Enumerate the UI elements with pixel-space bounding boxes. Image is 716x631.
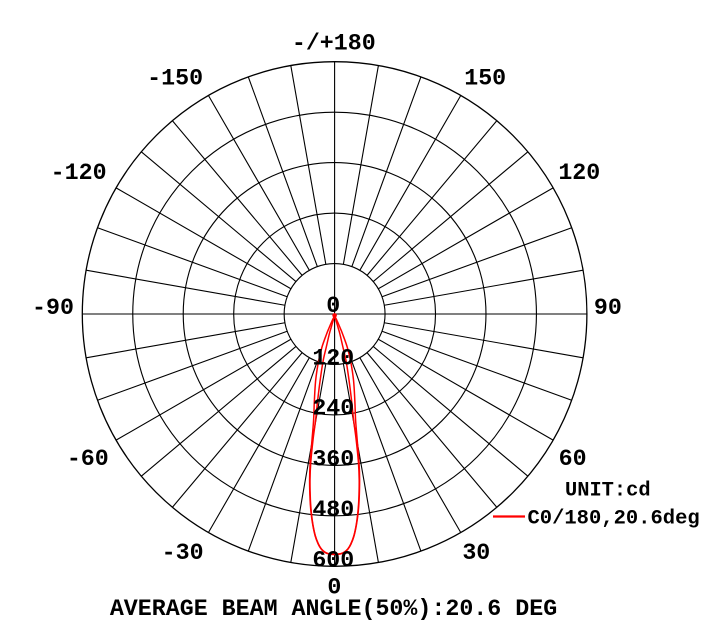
svg-text:60: 60 — [559, 446, 587, 472]
svg-text:-120: -120 — [51, 160, 107, 186]
svg-text:-/+180: -/+180 — [292, 30, 376, 56]
svg-text:-90: -90 — [32, 295, 74, 321]
svg-text:0: 0 — [327, 575, 341, 601]
svg-text:240: 240 — [312, 396, 354, 422]
svg-text:C0/180,20.6deg: C0/180,20.6deg — [527, 507, 699, 530]
svg-text:-30: -30 — [162, 540, 204, 566]
svg-text:30: 30 — [462, 540, 490, 566]
svg-text:120: 120 — [558, 160, 600, 186]
svg-text:UNIT:cd: UNIT:cd — [565, 480, 651, 503]
svg-text:-150: -150 — [147, 66, 203, 92]
svg-text:120: 120 — [312, 345, 354, 371]
svg-text:90: 90 — [594, 295, 622, 321]
svg-text:-60: -60 — [67, 446, 109, 472]
svg-text:0: 0 — [326, 293, 340, 319]
svg-text:480: 480 — [312, 497, 354, 523]
svg-text:600: 600 — [312, 548, 354, 574]
svg-text:AVERAGE BEAM ANGLE(50%):20.6 D: AVERAGE BEAM ANGLE(50%):20.6 DEG — [110, 596, 557, 622]
svg-text:360: 360 — [312, 446, 354, 472]
svg-text:150: 150 — [464, 66, 506, 92]
